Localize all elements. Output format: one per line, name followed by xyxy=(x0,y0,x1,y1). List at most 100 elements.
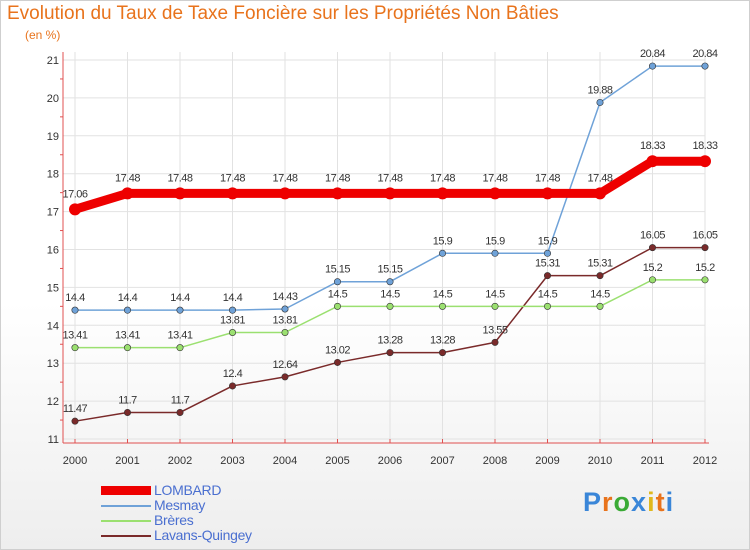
point-lavans-quingey-2009 xyxy=(543,272,551,280)
data-label-br-res-2002: 13.41 xyxy=(167,330,192,342)
point-mesmay-2004 xyxy=(281,305,289,313)
data-label-mesmay-2000: 14.4 xyxy=(65,292,85,304)
point-br-res-2008 xyxy=(491,302,499,310)
legend-swatch-lombard xyxy=(101,486,151,495)
point-lombard-2001 xyxy=(121,187,134,200)
x-tick-2007: 2007 xyxy=(430,455,454,467)
legend-label-mesmay: Mesmay xyxy=(154,497,206,513)
point-br-res-2000 xyxy=(71,344,79,352)
y-tick-11: 11 xyxy=(48,434,59,446)
legend-swatch-mesmay xyxy=(101,505,151,507)
x-tick-2000: 2000 xyxy=(63,455,87,467)
y-tick-14: 14 xyxy=(47,320,59,332)
point-mesmay-2012 xyxy=(701,62,709,70)
point-lombard-2007 xyxy=(436,187,449,200)
data-label-lombard-2012: 18.33 xyxy=(692,140,717,152)
point-mesmay-2008 xyxy=(491,249,499,257)
data-label-br-res-2004: 13.81 xyxy=(272,315,297,327)
data-label-br-res-2009: 14.5 xyxy=(538,288,558,300)
legend-item-mesmay: Mesmay xyxy=(101,497,301,513)
point-lombard-2012 xyxy=(699,155,711,168)
data-label-lavans-quingey-2003: 12.4 xyxy=(223,368,243,380)
point-mesmay-2010 xyxy=(596,98,604,106)
point-mesmay-2009 xyxy=(543,249,551,257)
x-tick-2012: 2012 xyxy=(693,455,717,467)
data-label-mesmay-2001: 14.4 xyxy=(118,292,138,304)
data-label-lombard-2008: 17.48 xyxy=(482,172,507,184)
legend-item-lavans-quingey: Lavans-Quingey xyxy=(101,527,301,543)
point-lombard-2008 xyxy=(489,187,501,200)
data-label-mesmay-2007: 15.9 xyxy=(433,235,453,247)
point-mesmay-2002 xyxy=(176,306,184,314)
point-lavans-quingey-2006 xyxy=(386,349,394,357)
data-label-br-res-2006: 14.5 xyxy=(380,288,400,300)
y-tick-13: 13 xyxy=(47,358,59,370)
legend-item-breres: Brères xyxy=(101,512,301,528)
point-lavans-quingey-2005 xyxy=(333,358,341,366)
point-lavans-quingey-2003 xyxy=(229,382,237,390)
grid-lines xyxy=(63,52,706,440)
point-lombard-2003 xyxy=(226,187,239,200)
point-br-res-2003 xyxy=(229,329,237,337)
point-lombard-2011 xyxy=(646,155,659,168)
x-tick-2006: 2006 xyxy=(378,455,402,467)
data-label-br-res-2003: 13.81 xyxy=(220,315,245,327)
point-lavans-quingey-2002 xyxy=(176,408,184,416)
legend-label-lavans-quingey: Lavans-Quingey xyxy=(154,527,252,543)
x-tick-2001: 2001 xyxy=(115,455,139,467)
point-mesmay-2007 xyxy=(438,249,446,257)
data-label-mesmay-2008: 15.9 xyxy=(485,235,505,247)
point-lombard-2009 xyxy=(541,187,554,200)
series-lines xyxy=(69,62,711,425)
y-tick-12: 12 xyxy=(47,396,59,408)
point-br-res-2004 xyxy=(281,329,289,337)
y-tick-20: 20 xyxy=(47,93,59,105)
data-label-lombard-2003: 17.48 xyxy=(220,172,245,184)
x-tick-2009: 2009 xyxy=(535,455,559,467)
data-label-mesmay-2011: 20.84 xyxy=(640,48,665,60)
data-label-lombard-2009: 17.48 xyxy=(535,172,560,184)
point-lombard-2002 xyxy=(174,187,186,200)
data-label-lombard-2010: 17.48 xyxy=(587,172,612,184)
x-tick-2004: 2004 xyxy=(273,455,297,467)
data-label-mesmay-2012: 20.84 xyxy=(692,48,717,60)
legend-item-lombard: LOMBARD xyxy=(101,482,301,498)
data-label-mesmay-2009: 15.9 xyxy=(538,235,558,247)
data-label-br-res-2005: 14.5 xyxy=(328,288,348,300)
point-br-res-2005 xyxy=(333,302,341,310)
proxiti-logo: Proxiti xyxy=(583,487,675,517)
point-lavans-quingey-2008 xyxy=(491,338,499,346)
x-tick-2011: 2011 xyxy=(641,455,665,467)
axes: 11 12 13 14 15 16 17 18 19 20 21 2000 2001 2002 2003 20… xyxy=(47,52,717,467)
data-label-lombard-2000: 17.06 xyxy=(62,188,87,200)
data-label-lavans-quingey-2004: 12.64 xyxy=(272,359,297,371)
y-tick-21: 21 xyxy=(47,55,59,67)
legend-label-breres: Brères xyxy=(154,512,194,528)
point-mesmay-2011 xyxy=(648,62,656,70)
x-tick-2002: 2002 xyxy=(168,455,192,467)
legend-label-lombard: LOMBARD xyxy=(154,482,222,498)
y-tick-18: 18 xyxy=(47,169,59,181)
point-lavans-quingey-2007 xyxy=(438,349,446,357)
point-br-res-2006 xyxy=(386,302,394,310)
data-label-lombard-2007: 17.48 xyxy=(430,172,455,184)
data-label-br-res-2007: 14.5 xyxy=(433,288,453,300)
point-lombard-2006 xyxy=(384,187,396,200)
point-mesmay-2001 xyxy=(124,306,132,314)
data-label-mesmay-2002: 14.4 xyxy=(170,292,190,304)
data-label-lombard-2002: 17.48 xyxy=(167,172,192,184)
data-label-mesmay-2010: 19.88 xyxy=(587,84,612,96)
data-label-lavans-quingey-2002: 11.7 xyxy=(171,394,190,406)
data-label-lombard-2004: 17.48 xyxy=(272,172,297,184)
data-label-br-res-2001: 13.41 xyxy=(115,330,140,342)
point-mesmay-2000 xyxy=(71,306,79,314)
data-label-br-res-2010: 14.5 xyxy=(590,288,610,300)
x-tick-2010: 2010 xyxy=(588,455,612,467)
point-br-res-2007 xyxy=(438,302,446,310)
point-br-res-2010 xyxy=(596,302,604,310)
point-br-res-2012 xyxy=(701,276,709,284)
chart-subtitle: (en %) xyxy=(25,28,61,42)
data-label-br-res-2008: 14.5 xyxy=(485,288,505,300)
point-lombard-2004 xyxy=(279,187,291,200)
